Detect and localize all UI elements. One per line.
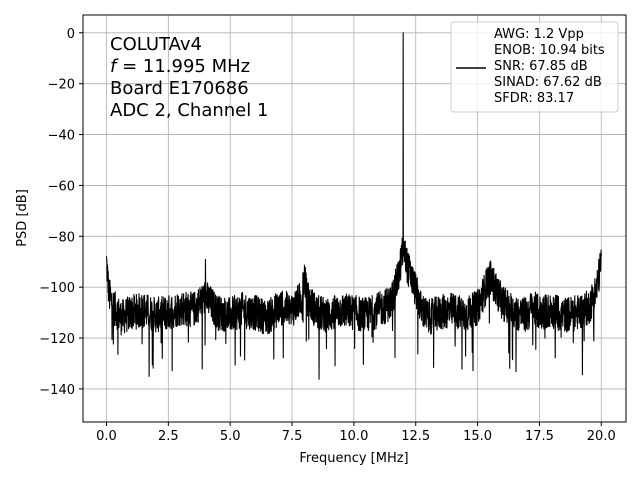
psd-series-line <box>105 32 602 380</box>
annotation-line-2: f = 11.995 MHz <box>110 56 250 77</box>
x-tick-label: 12.5 <box>401 429 430 444</box>
legend-line-awg: AWG: 1.2 Vpp <box>494 27 584 42</box>
x-tick-label: 15.0 <box>463 429 492 444</box>
x-tick-label: 10.0 <box>339 429 368 444</box>
legend-line-sinad: SINAD: 67.62 dB <box>494 75 602 90</box>
y-tick-label: −140 <box>39 383 75 398</box>
y-tick-label: 0 <box>67 27 75 42</box>
axes-frame <box>82 14 627 423</box>
y-tick-label: −100 <box>39 281 75 296</box>
x-tick-label: 2.5 <box>158 429 179 444</box>
x-tick-label: 0.0 <box>96 429 117 444</box>
plot-area <box>105 32 602 380</box>
x-tick-label: 5.0 <box>220 429 241 444</box>
y-tick-label: −80 <box>48 230 75 245</box>
legend-line-sfdr: SFDR: 83.17 <box>494 91 574 106</box>
y-axis-label: PSD [dB] <box>15 189 30 247</box>
x-tick-label: 7.5 <box>282 429 303 444</box>
legend: AWG: 1.2 Vpp ENOB: 10.94 bits SNR: 67.85… <box>450 21 619 113</box>
y-tick-label: −120 <box>39 332 75 347</box>
legend-box <box>450 21 619 113</box>
annotation-line-4: ADC 2, Channel 1 <box>110 100 268 121</box>
legend-line-snr: SNR: 67.85 dB <box>494 59 588 74</box>
legend-line-enob: ENOB: 10.94 bits <box>494 43 605 58</box>
x-tick-label: 17.5 <box>525 429 554 444</box>
annotation-box: COLUTAv4 f = 11.995 MHz Board E170686 AD… <box>110 34 268 121</box>
x-tick-label: 20.0 <box>587 429 616 444</box>
x-axis-label: Frequency [MHz] <box>299 451 408 466</box>
y-tick-label: −60 <box>48 179 75 194</box>
y-tick-label: −40 <box>48 129 75 144</box>
y-tick-label: −20 <box>48 78 75 93</box>
ticks: 0.0 2.5 5.0 7.5 10.0 12.5 15.0 17.5 20.0 0 −20 −40 −… <box>39 27 615 444</box>
annotation-line-3: Board E170686 <box>110 78 249 99</box>
annotation-line-1: COLUTAv4 <box>110 34 202 55</box>
